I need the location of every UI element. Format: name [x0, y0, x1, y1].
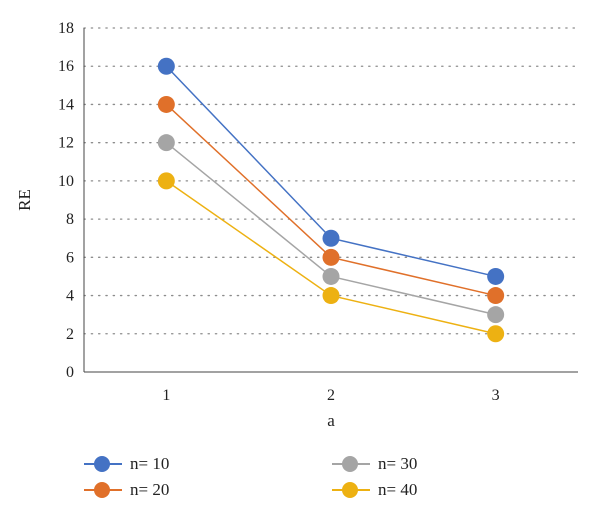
- data-point: [157, 172, 175, 190]
- y-tick-label: 12: [58, 135, 74, 152]
- series-2: [157, 95, 505, 305]
- data-point: [487, 306, 505, 324]
- x-tick-labels: 1 2 3: [162, 387, 499, 404]
- legend-item: n= 20: [84, 478, 169, 502]
- x-tick-label: 2: [327, 387, 335, 404]
- y-tick-label: 8: [66, 211, 74, 228]
- series-group: [157, 57, 505, 343]
- x-tick-label: 1: [162, 387, 170, 404]
- legend-swatch: [332, 478, 370, 502]
- data-point: [322, 267, 340, 285]
- data-point: [322, 248, 340, 266]
- legend-label: n= 20: [130, 480, 170, 499]
- y-axis-label: RE: [15, 189, 34, 211]
- legend-marker: [94, 456, 110, 472]
- data-point: [487, 325, 505, 343]
- legend-label: n= 40: [378, 480, 418, 499]
- data-point: [322, 287, 340, 305]
- data-point: [157, 134, 175, 152]
- legend-swatch: [84, 452, 122, 476]
- series-3: [157, 134, 505, 324]
- series-4: [157, 172, 505, 343]
- y-tick-label: 2: [66, 326, 74, 343]
- series-1: [157, 57, 505, 285]
- data-point: [322, 229, 340, 247]
- legend-swatch: [332, 452, 370, 476]
- y-tick-label: 6: [66, 249, 74, 266]
- data-point: [157, 95, 175, 113]
- legend-item: n= 40: [332, 478, 417, 502]
- legend-marker: [342, 482, 358, 498]
- data-point: [487, 267, 505, 285]
- y-tick-label: 10: [58, 173, 74, 190]
- legend-marker: [342, 456, 358, 472]
- legend: n= 10 n= 20 n= 30 n= 40: [0, 446, 600, 518]
- legend-item: n= 10: [84, 452, 169, 476]
- y-tick-labels: 0 2 4 6 8 10 12 14 16 18: [58, 20, 74, 381]
- x-axis-label: a: [327, 411, 335, 430]
- legend-label: n= 10: [130, 454, 170, 473]
- series-line: [165, 103, 496, 297]
- y-tick-label: 0: [66, 364, 74, 381]
- data-point: [487, 287, 505, 305]
- x-tick-label: 3: [492, 387, 500, 404]
- legend-label: n= 30: [378, 454, 418, 473]
- legend-item: n= 30: [332, 452, 417, 476]
- y-tick-label: 16: [58, 58, 74, 75]
- y-tick-label: 4: [66, 288, 74, 305]
- y-tick-label: 18: [58, 20, 74, 37]
- legend-marker: [94, 482, 110, 498]
- axes: [83, 28, 578, 373]
- y-tick-label: 14: [58, 96, 74, 113]
- data-point: [157, 57, 175, 75]
- legend-swatch: [84, 478, 122, 502]
